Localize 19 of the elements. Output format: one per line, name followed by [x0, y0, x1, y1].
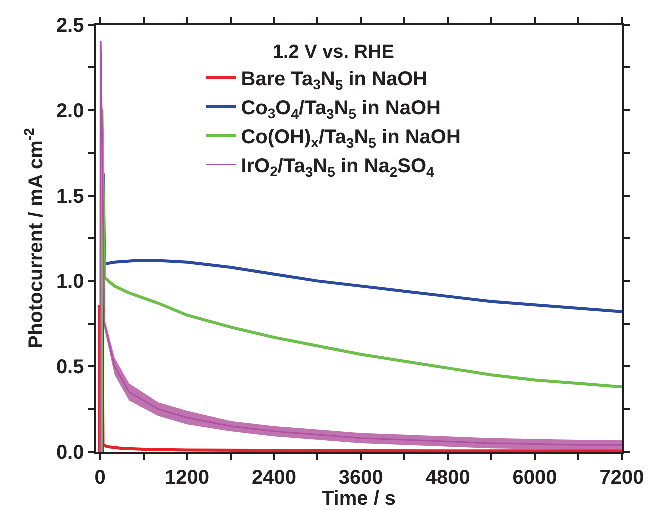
x-tick-label: 6000 [512, 466, 558, 489]
legend-title: 1.2 V vs. RHE [272, 42, 394, 64]
legend-label: Bare Ta$_{3}$N$_{5}$ in NaOH [241, 68, 428, 93]
x-tick-label: 7200 [600, 466, 644, 489]
text: IrO$_{2}$/Ta$_{3}$N$_{5}$ in Na$_{2}$SO$_{4}$ [241, 156, 434, 180]
y-tick-label: 2.0 [56, 100, 84, 122]
text: Co$_{3}$O$_{4}$/Ta$_{3}$N$_{5}$ in NaOH [241, 98, 441, 122]
x-tick-label: 2400 [252, 466, 296, 489]
x-tick-label: 4800 [426, 466, 470, 489]
x-axis-title: Time / s [322, 488, 396, 510]
legend-label: Co(OH)$_{x}$/Ta$_{3}$N$_{5}$ in NaOH [241, 126, 461, 151]
y-tick-label: 0.5 [56, 356, 84, 379]
x-tick-label: 3600 [338, 466, 384, 489]
x-tick-label: 0 [94, 466, 106, 489]
y-tick-label: 0.0 [56, 442, 84, 464]
x-tick-label: 1200 [165, 466, 210, 489]
y-tick-label: 1.5 [56, 186, 84, 208]
y-tick-label: 1.0 [56, 271, 84, 294]
y-tick-label: 2.5 [56, 15, 84, 37]
